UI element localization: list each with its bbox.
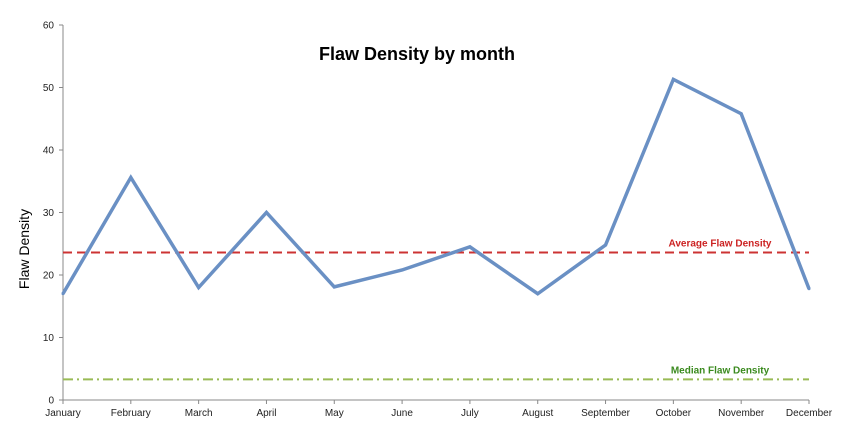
y-tick-label: 50 xyxy=(43,83,55,94)
data-point xyxy=(807,287,811,291)
series-group xyxy=(61,76,811,296)
x-tick-label: March xyxy=(185,408,213,419)
data-point xyxy=(129,176,133,179)
x-tick-label: June xyxy=(391,408,413,419)
x-ticks: January February March April May June July Augu… xyxy=(45,400,833,419)
data-point xyxy=(739,112,743,116)
y-tick-label: 30 xyxy=(43,208,55,219)
reference-line-label: Median Flaw Density xyxy=(671,365,770,376)
data-point xyxy=(264,211,268,214)
y-tick-label: 0 xyxy=(48,396,54,407)
data-point xyxy=(468,245,472,249)
reference-lines: Average Flaw Density Median Flaw Density xyxy=(63,239,809,381)
x-tick-label: February xyxy=(111,408,151,419)
data-point xyxy=(197,286,201,289)
chart-title: Flaw Density by month xyxy=(319,44,515,64)
x-tick-label: December xyxy=(786,408,833,419)
x-tick-label: September xyxy=(581,408,631,419)
x-tick-label: April xyxy=(256,408,276,419)
data-point xyxy=(332,285,336,289)
y-ticks: 0 10 20 30 40 50 60 xyxy=(43,21,63,407)
y-tick-label: 20 xyxy=(43,271,55,282)
data-point xyxy=(536,292,540,296)
y-tick-label: 40 xyxy=(43,146,55,157)
series-line xyxy=(61,76,811,296)
y-tick-label: 60 xyxy=(43,21,55,32)
data-point xyxy=(400,268,404,272)
x-tick-label: October xyxy=(656,408,692,419)
x-tick-label: November xyxy=(718,408,765,419)
data-point xyxy=(61,292,65,296)
reference-line-label: Average Flaw Density xyxy=(668,239,771,250)
x-tick-label: January xyxy=(45,408,81,419)
x-tick-label: July xyxy=(461,408,479,419)
y-axis-label: Flaw Density xyxy=(16,209,32,289)
data-point xyxy=(604,243,608,247)
axes xyxy=(62,25,809,401)
x-tick-label: May xyxy=(325,408,344,419)
y-tick-label: 10 xyxy=(43,333,55,344)
data-point xyxy=(671,77,675,81)
x-tick-label: August xyxy=(522,408,553,419)
